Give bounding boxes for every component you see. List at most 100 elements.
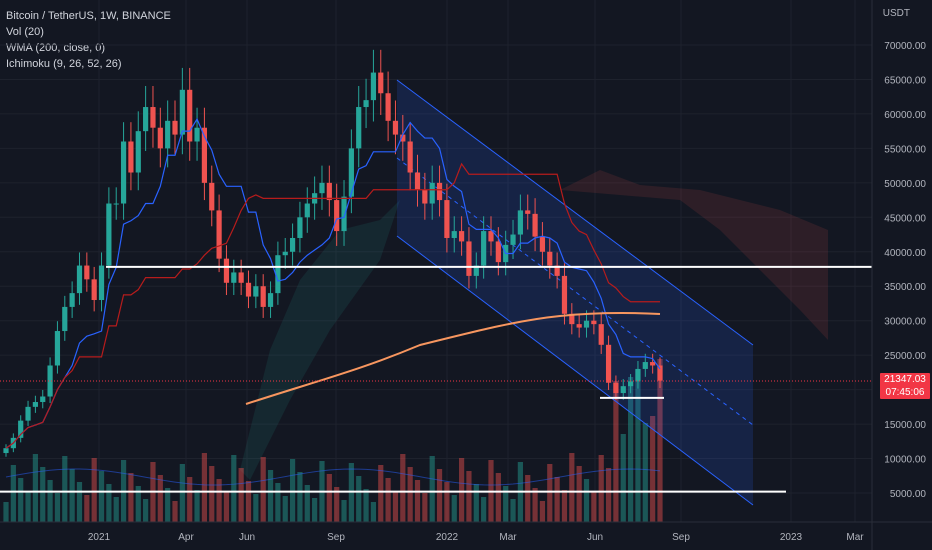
candle-body	[481, 231, 487, 266]
y-tick-label: 45000.00	[884, 213, 926, 224]
candle-body	[62, 306, 68, 332]
candle-body	[620, 386, 626, 394]
candle-body	[561, 275, 568, 314]
volume-bar	[635, 370, 641, 522]
candle-body	[605, 344, 612, 383]
candle-body	[400, 134, 406, 142]
candle-body	[642, 362, 648, 369]
candle-body	[517, 210, 523, 235]
candle-body	[539, 236, 546, 252]
currency-unit-label[interactable]: USDT	[882, 8, 910, 19]
volume-bar	[84, 495, 90, 522]
candle-body	[613, 382, 619, 394]
volume-bar	[650, 416, 656, 522]
candle-body	[650, 362, 656, 366]
candle-body	[18, 420, 24, 438]
candle-body	[451, 231, 457, 238]
candle-body	[525, 210, 531, 214]
volume-bar	[657, 359, 663, 522]
channel-lower	[396, 235, 754, 506]
candle-body	[245, 282, 252, 297]
volume-bar	[436, 469, 443, 522]
volume-bar	[62, 456, 68, 522]
candlesticks	[3, 49, 663, 457]
x-tick-label: Mar	[846, 532, 864, 543]
candle-body	[635, 368, 641, 382]
volume-bar	[466, 471, 472, 522]
volume-bar	[326, 474, 332, 522]
candle-body	[253, 286, 259, 297]
volume-bar	[260, 457, 266, 522]
candle-body	[458, 231, 465, 242]
candle-body	[76, 265, 83, 294]
candle-body	[576, 324, 582, 328]
candle-body	[157, 127, 163, 149]
candle-body	[98, 265, 105, 301]
candle-body	[54, 331, 61, 366]
volume-bar	[473, 484, 479, 522]
candle-body	[231, 272, 237, 283]
candle-body	[47, 365, 53, 397]
volume-bar	[223, 492, 230, 522]
candle-body	[282, 251, 288, 256]
tenkan-line	[5, 117, 661, 449]
candle-body	[91, 279, 97, 301]
candle-body	[209, 182, 215, 211]
x-tick-label: 2021	[88, 532, 111, 543]
volume-bar	[47, 480, 53, 522]
x-tick-label: Sep	[672, 532, 690, 543]
candle-body	[370, 72, 377, 101]
x-tick-label: Mar	[499, 532, 517, 543]
volume-bar	[510, 499, 516, 522]
y-tick-label: 60000.00	[884, 110, 926, 121]
volume-bar	[583, 479, 590, 522]
volume-indicator-label[interactable]: Vol (20)	[6, 26, 44, 38]
y-tick-label: 15000.00	[884, 420, 926, 431]
volume-bar	[481, 497, 487, 522]
candle-body	[407, 141, 413, 173]
volume-bar	[54, 493, 61, 522]
candle-body	[583, 320, 590, 328]
volume-bar	[370, 502, 377, 522]
volume-bar	[547, 464, 553, 522]
volume-bar	[304, 485, 310, 522]
candle-body	[120, 141, 127, 204]
volume-bar	[539, 501, 546, 522]
last-price-value: 21347.03	[884, 374, 926, 385]
volume-bar	[98, 471, 105, 522]
last-price-badge[interactable]: 21347.03 07:45:06	[880, 373, 930, 399]
volume-bar	[25, 491, 31, 522]
volume-ma-line	[5, 468, 661, 486]
volume-bar	[201, 453, 208, 522]
candle-body	[128, 141, 134, 173]
cloud-green	[240, 200, 400, 480]
candle-body	[172, 120, 178, 135]
volume-bar	[179, 464, 185, 522]
regression-channel	[396, 79, 754, 506]
volume-bar	[392, 491, 399, 522]
candle-body	[165, 120, 171, 149]
candle-body	[510, 234, 516, 245]
candle-body	[297, 217, 303, 238]
candle-body	[569, 313, 575, 325]
candle-body	[238, 272, 244, 283]
candle-body	[25, 406, 31, 421]
x-tick-label: Apr	[178, 532, 194, 543]
volume-bar	[422, 493, 428, 522]
symbol-title[interactable]: Bitcoin / TetherUS, 1W, BINANCE	[6, 10, 171, 22]
candle-body	[40, 396, 46, 403]
volume-bar	[275, 483, 281, 522]
x-tick-label: 2023	[780, 532, 803, 543]
volume-bar	[245, 481, 252, 522]
volume-bar	[569, 453, 575, 522]
y-tick-label: 50000.00	[884, 179, 926, 190]
candle-body	[488, 231, 494, 242]
ichimoku-indicator-label[interactable]: Ichimoku (9, 26, 52, 26)	[6, 58, 122, 70]
candle-body	[187, 89, 193, 142]
candle-body	[304, 203, 310, 218]
volume-bar	[576, 466, 582, 522]
candle-body	[378, 72, 384, 94]
indicator-lines	[5, 117, 661, 449]
